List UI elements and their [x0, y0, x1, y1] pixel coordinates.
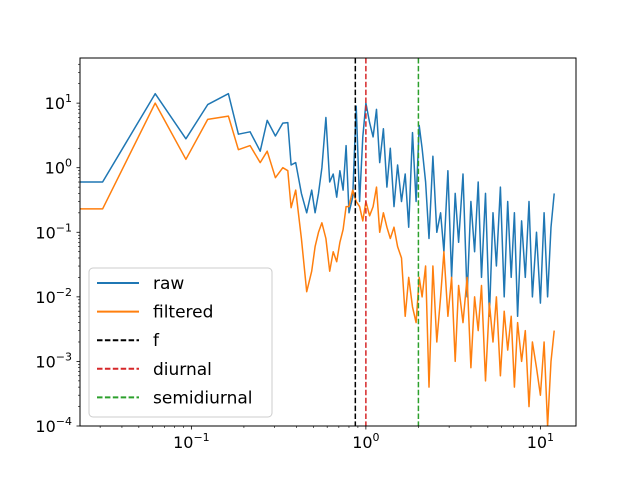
- x-tick-label: 101: [527, 431, 554, 452]
- legend-label-filtered: filtered: [153, 303, 213, 323]
- legend-label-semidiurnal: semidiurnal: [153, 388, 253, 408]
- legend-label-raw: raw: [153, 274, 184, 294]
- plot-frame: [79, 57, 577, 427]
- y-tick-label: 10−2: [35, 286, 72, 307]
- y-tick-label: 10−1: [35, 221, 72, 242]
- legend: raw filtered f diurnal semidiurnal: [88, 267, 273, 418]
- legend-box: [88, 267, 273, 418]
- vline-layer: [354, 58, 420, 426]
- x-tick-label: 10−1: [173, 431, 210, 452]
- y-tick-label: 100: [45, 157, 72, 178]
- y-tick-label: 10−3: [35, 350, 72, 371]
- series-line-raw: [80, 92, 555, 318]
- y-tick-label: 101: [45, 92, 72, 113]
- tick-layer: 10−1 100 101 10−4 10−3 10−2 10−1 100 101: [35, 63, 554, 452]
- x-tick-label: 100: [352, 431, 379, 452]
- y-tick-label: 10−4: [35, 415, 72, 436]
- legend-label-f: f: [153, 331, 160, 351]
- series-layer: [80, 92, 555, 426]
- series-line-filtered: [80, 102, 555, 426]
- legend-label-diurnal: diurnal: [153, 360, 212, 380]
